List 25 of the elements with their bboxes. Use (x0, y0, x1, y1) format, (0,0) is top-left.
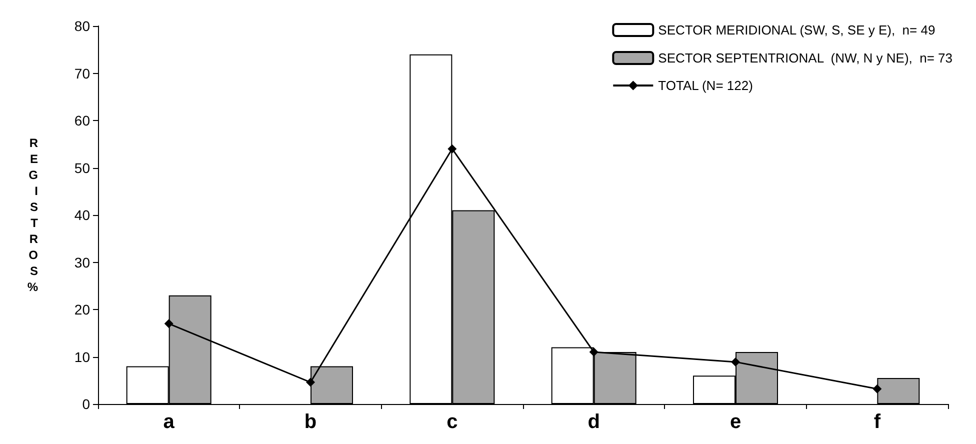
y-tick-label: 0 (82, 396, 90, 412)
point (589, 348, 598, 357)
y-tick-label: 60 (74, 112, 90, 128)
y-tick-label: 70 (74, 65, 90, 82)
y-tick-label: 50 (74, 160, 90, 176)
y-tick-label: 10 (74, 348, 90, 365)
x-tick-label: f (874, 411, 881, 433)
x-tick-label: a (163, 411, 176, 433)
y-tick-label: 80 (74, 18, 90, 34)
y-tick-label: 30 (74, 254, 90, 270)
point (872, 384, 882, 394)
y-tick-label: 40 (74, 207, 90, 223)
point (306, 378, 315, 387)
point (731, 357, 740, 366)
x-tick-label: e (730, 411, 742, 433)
x-tick-label: b (304, 411, 317, 433)
legend-label: TOTAL (N= 122) (658, 78, 753, 93)
x-tick-label: c (446, 411, 458, 433)
y-tick-label: 20 (74, 302, 90, 318)
x-tick-label: d (588, 411, 600, 433)
text: REGISTROS % (27, 136, 38, 294)
point (164, 319, 174, 328)
legend-label: SECTOR SEPTENTRIONAL (NW, N y NE), n= 73 (658, 50, 953, 66)
legend-label: SECTOR MERIDIONAL (SW, S, SE y E), n= 49 (658, 22, 936, 38)
point (448, 144, 457, 154)
